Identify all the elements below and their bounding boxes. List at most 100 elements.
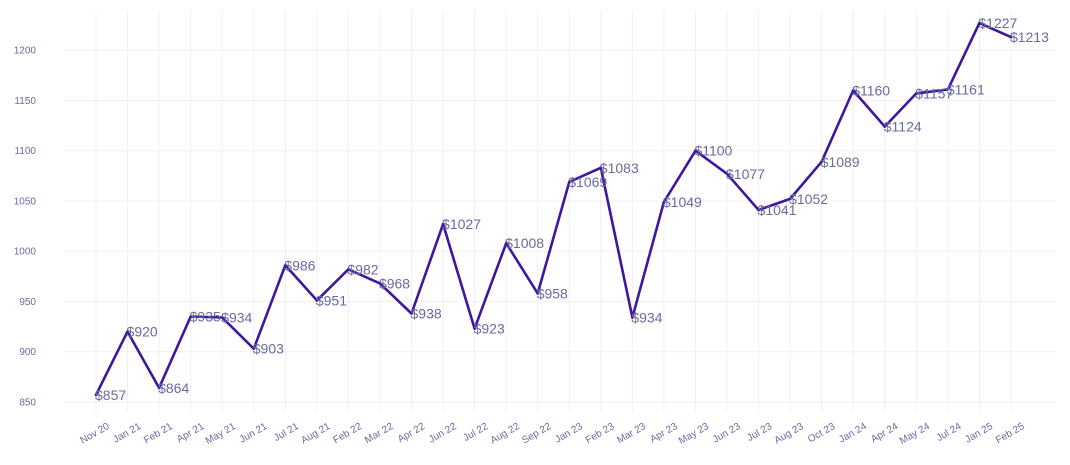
- series-line-price: [94, 21, 1013, 397]
- data-point: [662, 200, 666, 204]
- data-label: $968: [379, 275, 410, 291]
- data-label: $857: [95, 387, 126, 403]
- data-label: $1083: [600, 160, 639, 176]
- data-point: [378, 282, 382, 285]
- data-label: $923: [474, 321, 505, 337]
- x-tick-label: Aug 23: [773, 421, 806, 447]
- x-tick-label: Apr 23: [648, 421, 679, 445]
- data-point: [220, 316, 224, 319]
- data-point: [315, 299, 319, 302]
- data-label: $1227: [978, 15, 1017, 31]
- data-label: $1124: [884, 119, 922, 135]
- data-point: [567, 180, 571, 184]
- data-label: $951: [316, 292, 347, 308]
- y-axis: 850 900 950 1000 1050 1100 1150 1200: [14, 46, 37, 409]
- data-point: [126, 330, 129, 333]
- x-tick-label: May 24: [898, 421, 932, 447]
- data-label: $1160: [852, 82, 890, 98]
- data-label: $1041: [758, 202, 797, 218]
- data-point: [820, 160, 823, 164]
- data-point: [94, 393, 98, 397]
- y-tick-label: 1000: [14, 247, 37, 258]
- x-tick-label: Jan 24: [837, 421, 869, 446]
- data-label: $1049: [663, 194, 702, 210]
- x-tick-label: Jan 25: [963, 421, 995, 446]
- data-label: $934: [631, 310, 662, 326]
- data-point: [473, 327, 476, 330]
- data-point: [284, 263, 287, 267]
- data-point: [1009, 35, 1013, 39]
- data-label: $982: [347, 261, 378, 277]
- x-tick-label: Aug 21: [299, 421, 332, 447]
- data-point: [694, 149, 697, 152]
- data-label: $935: [190, 309, 221, 325]
- x-tick-label: Jun 21: [238, 421, 270, 446]
- data-point: [978, 21, 981, 25]
- x-tick-label: Jul 22: [461, 421, 490, 444]
- series-layer: [94, 21, 1013, 397]
- data-point: [883, 125, 887, 128]
- data-label: $1069: [568, 174, 607, 190]
- x-tick-label: Feb 21: [142, 421, 175, 446]
- x-tick-label: Feb 25: [994, 421, 1027, 446]
- x-tick-label: Jul 23: [745, 421, 774, 444]
- y-tick-label: 950: [19, 297, 36, 308]
- data-point: [347, 267, 350, 271]
- x-tick-label: Feb 23: [584, 421, 617, 446]
- y-tick-label: 1200: [14, 46, 37, 57]
- data-point: [189, 315, 192, 318]
- data-point: [410, 312, 413, 315]
- data-point: [631, 316, 634, 319]
- data-label: $1100: [694, 143, 732, 159]
- x-tick-label: Apr 21: [175, 421, 206, 445]
- x-tick-label: Nov 20: [79, 421, 112, 447]
- x-tick-label: Apr 22: [396, 421, 427, 445]
- x-tick-label: Aug 22: [489, 421, 522, 447]
- data-label: $1077: [726, 166, 765, 182]
- x-tick-label: Sep 22: [520, 421, 553, 447]
- data-point: [788, 197, 792, 201]
- x-tick-label: Jun 22: [427, 421, 459, 446]
- x-tick-label: Oct 23: [806, 421, 837, 445]
- x-tick-label: Jul 24: [935, 421, 964, 444]
- data-label: $938: [411, 306, 442, 322]
- y-tick-label: 1150: [14, 96, 36, 107]
- data-point: [915, 92, 918, 95]
- data-label: $1089: [821, 154, 860, 170]
- data-label: $864: [158, 380, 189, 396]
- data-label: $1213: [1010, 29, 1049, 45]
- data-point: [599, 166, 603, 170]
- data-point: [851, 89, 855, 92]
- y-tick-label: 900: [19, 347, 36, 358]
- x-tick-label: Mar 22: [363, 421, 396, 446]
- x-tick-label: Apr 24: [869, 421, 900, 445]
- y-tick-label: 1100: [14, 146, 36, 157]
- x-tick-label: Jun 23: [711, 421, 743, 446]
- data-label: $1161: [947, 81, 985, 97]
- x-tick-label: Jul 21: [272, 421, 301, 444]
- x-tick-label: Mar 23: [615, 421, 648, 446]
- data-label: $1157: [915, 85, 953, 101]
- x-tick-label: Jan 21: [112, 421, 144, 446]
- data-label: $1008: [505, 235, 544, 251]
- data-label: $986: [284, 257, 315, 273]
- data-point: [946, 88, 950, 91]
- y-tick-label: 1050: [14, 196, 37, 207]
- data-labels: $857$920$864$935 $934$903$986$951$982$968…: [95, 15, 1049, 403]
- x-tick-label: May 23: [677, 421, 711, 447]
- x-tick-label: Jan 23: [553, 421, 585, 446]
- x-tick-label: May 21: [204, 421, 238, 447]
- data-point: [441, 222, 445, 226]
- data-point: [757, 208, 760, 212]
- data-point: [157, 386, 161, 390]
- grid: [64, 10, 1056, 412]
- data-label: $934: [221, 310, 252, 326]
- data-label: $1052: [789, 191, 828, 207]
- data-point: [725, 172, 729, 176]
- data-label: $958: [537, 285, 568, 301]
- data-label: $903: [253, 341, 284, 357]
- data-label: $1027: [442, 216, 481, 232]
